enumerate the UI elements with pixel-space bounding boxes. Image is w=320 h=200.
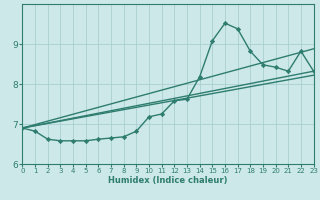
X-axis label: Humidex (Indice chaleur): Humidex (Indice chaleur) xyxy=(108,176,228,185)
